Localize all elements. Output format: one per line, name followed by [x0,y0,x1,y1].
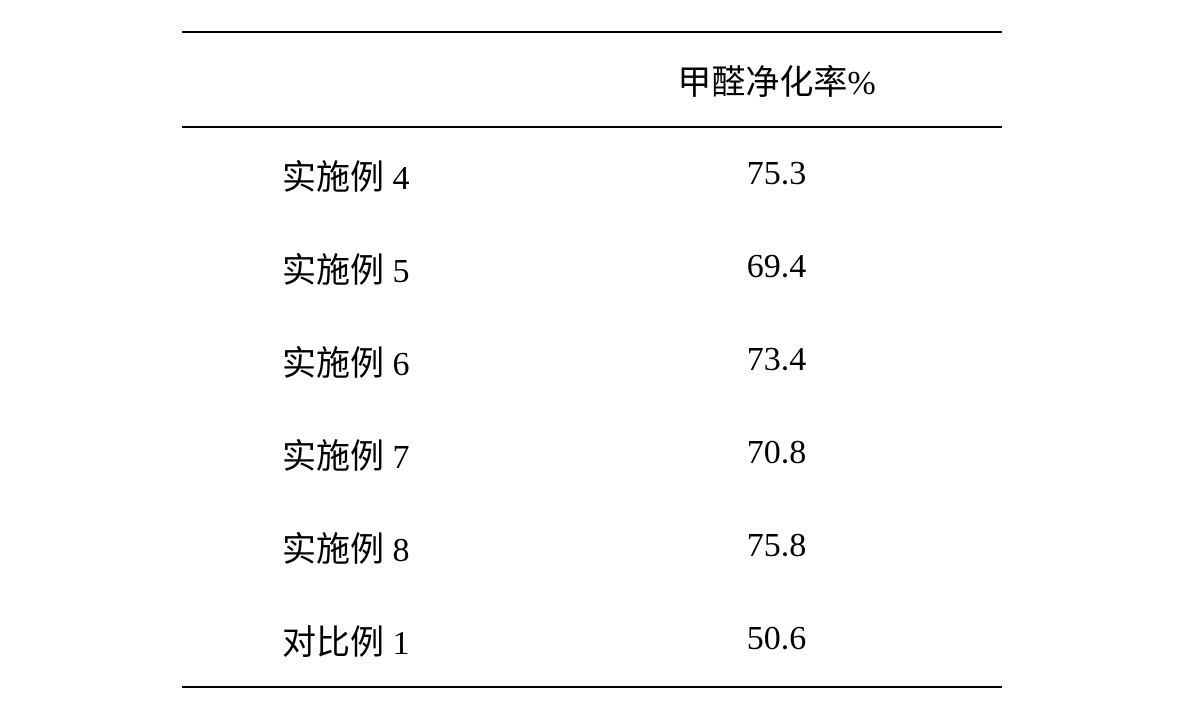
row-label-number: 8 [393,532,410,569]
row-value-cell: 75.8 [551,500,1002,593]
table-row: 实施例 5 69.4 [182,221,1002,314]
row-label-number: 4 [393,160,410,197]
row-value-cell: 70.8 [551,407,1002,500]
row-value-cell: 73.4 [551,314,1002,407]
row-label-cell: 实施例 4 [182,127,551,221]
table-row: 对比例 1 50.6 [182,593,1002,687]
table-row: 实施例 7 70.8 [182,407,1002,500]
row-label-number: 6 [393,346,410,383]
header-col-label [182,32,551,127]
table-row: 实施例 4 75.3 [182,127,1002,221]
row-label-prefix: 对比例 [282,625,393,662]
row-label-cell: 实施例 7 [182,407,551,500]
table-header-row: 甲醛净化率% [182,32,1002,127]
row-value-cell: 69.4 [551,221,1002,314]
row-value-cell: 50.6 [551,593,1002,687]
table-body: 实施例 4 75.3 实施例 5 69.4 实施例 6 73.4 实施例 7 7… [182,127,1002,687]
purification-rate-table: 甲醛净化率% 实施例 4 75.3 实施例 5 69.4 实施例 6 73.4 … [182,31,1002,688]
data-table-container: 甲醛净化率% 实施例 4 75.3 实施例 5 69.4 实施例 6 73.4 … [142,31,1042,688]
table-row: 实施例 8 75.8 [182,500,1002,593]
row-label-number: 7 [393,439,410,476]
row-label-cell: 实施例 5 [182,221,551,314]
row-label-prefix: 实施例 [282,160,393,197]
row-label-prefix: 实施例 [282,346,393,383]
row-label-number: 5 [393,253,410,290]
row-label-cell: 实施例 8 [182,500,551,593]
row-label-number: 1 [393,625,410,662]
header-col-value: 甲醛净化率% [551,32,1002,127]
row-label-cell: 实施例 6 [182,314,551,407]
row-label-cell: 对比例 1 [182,593,551,687]
row-label-prefix: 实施例 [282,532,393,569]
row-label-prefix: 实施例 [282,253,393,290]
row-label-prefix: 实施例 [282,439,393,476]
table-row: 实施例 6 73.4 [182,314,1002,407]
row-value-cell: 75.3 [551,127,1002,221]
